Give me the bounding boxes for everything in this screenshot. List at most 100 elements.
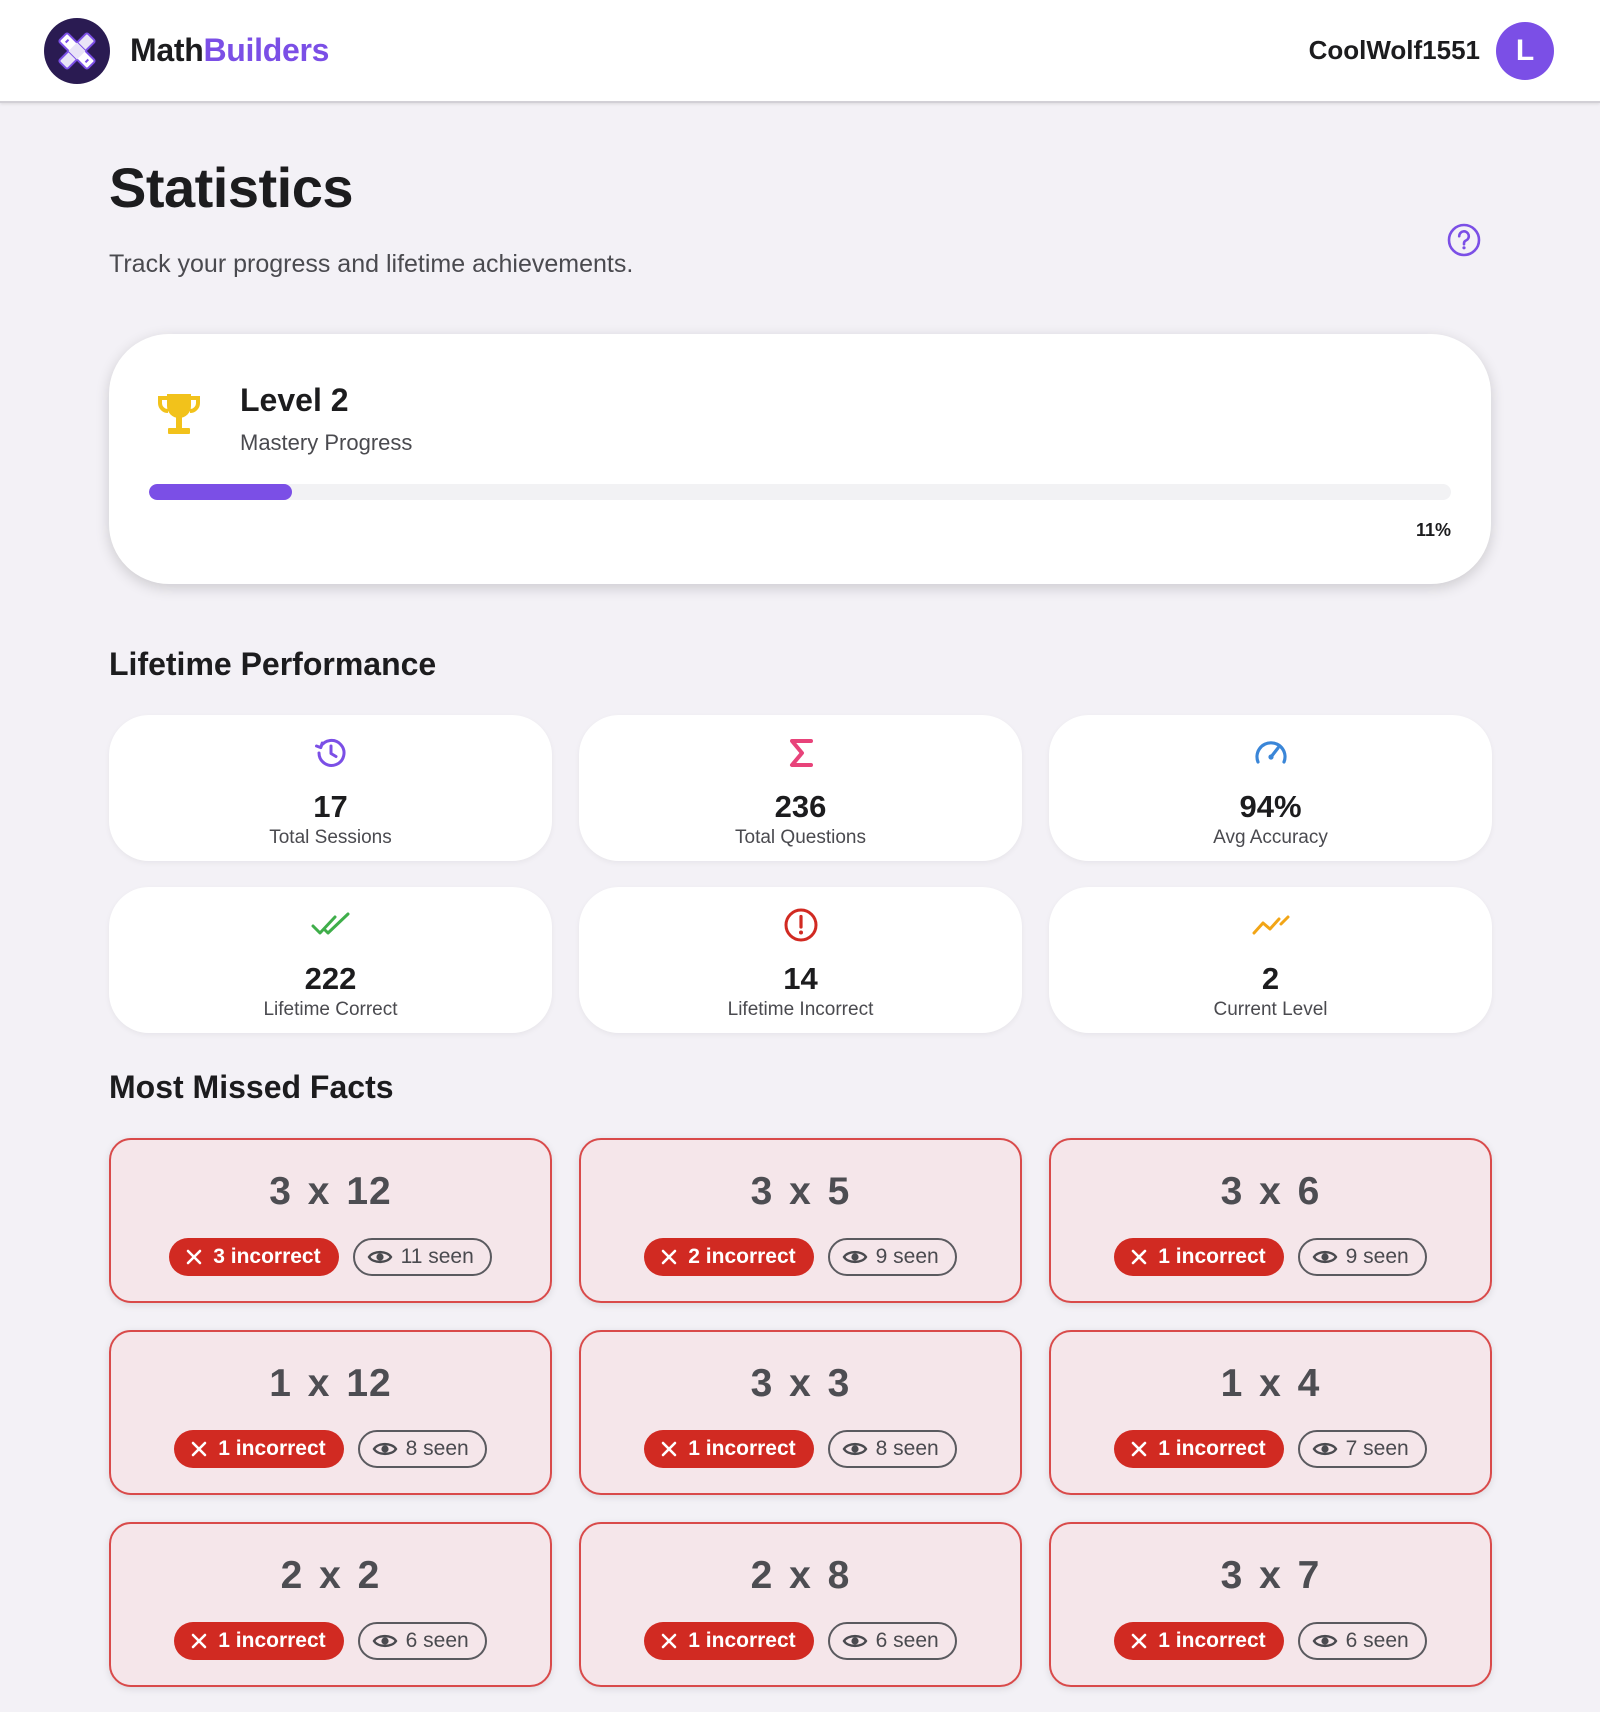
seen-badge: 6 seen [1297,1622,1427,1660]
mastery-progress-bar [149,484,1451,500]
most-missed-facts-title: Most Missed Facts [109,1069,394,1105]
close-icon [1131,1633,1147,1649]
fact-expression: 2 x 2 [280,1554,381,1597]
incorrect-count: 1 incorrect [688,1437,796,1460]
help-button[interactable] [1445,221,1483,259]
stat-card-avg-accuracy: 94% Avg Accuracy [1049,715,1492,861]
fact-expression: 3 x 7 [1220,1554,1321,1597]
stat-card-lifetime-incorrect: 14 Lifetime Incorrect [579,887,1022,1033]
stat-label: Lifetime Incorrect [727,999,874,1020]
double-check-icon [310,907,352,943]
close-icon [1131,1441,1147,1457]
fact-badges: 1 incorrect 6 seen [1114,1622,1427,1660]
stat-label: Lifetime Correct [263,999,398,1020]
stat-value: 14 [783,961,818,996]
eye-icon [367,1250,393,1264]
lifetime-stats-grid: 17 Total Sessions 236 Total Questions [109,715,1492,1033]
fact-expression: 3 x 6 [1220,1170,1321,1213]
incorrect-count: 1 incorrect [1158,1245,1266,1268]
mastery-progress-label: 11% [1415,520,1451,540]
eye-icon [842,1442,868,1456]
incorrect-count: 1 incorrect [218,1437,326,1460]
close-icon [661,1249,677,1265]
missed-fact-card: 1 x 12 1 incorrect 8 seen [109,1330,552,1495]
missed-fact-card: 3 x 7 1 incorrect 6 seen [1049,1522,1492,1687]
eye-icon [1312,1250,1338,1264]
lifetime-performance-title: Lifetime Performance [109,646,437,682]
stat-card-current-level: 2 Current Level [1049,887,1492,1033]
fact-badges: 1 incorrect 7 seen [1114,1430,1427,1468]
incorrect-badge: 1 incorrect [1114,1238,1284,1276]
incorrect-count: 1 incorrect [1158,1437,1266,1460]
incorrect-badge: 1 incorrect [174,1622,344,1660]
eye-icon [1312,1442,1338,1456]
eye-icon [372,1634,398,1648]
incorrect-count: 2 incorrect [688,1245,796,1268]
stat-card-total-questions: 236 Total Questions [579,715,1022,861]
missed-fact-card: 2 x 2 1 incorrect 6 seen [109,1522,552,1687]
trending-up-icon [1251,907,1291,943]
brand[interactable]: MathBuilders [44,17,329,84]
seen-count: 7 seen [1345,1437,1409,1460]
user-menu[interactable]: CoolWolf1551 L [1309,21,1554,80]
page-title: Statistics [109,156,354,219]
level-card: Level 2 Mastery Progress 11% [109,334,1491,584]
incorrect-count: 1 incorrect [1158,1629,1266,1652]
stat-value: 17 [313,789,348,824]
seen-count: 11 seen [400,1245,474,1268]
level-title: Level 2 [240,382,349,418]
incorrect-badge: 1 incorrect [174,1430,344,1468]
eye-icon [1312,1634,1338,1648]
fact-expression: 2 x 8 [750,1554,851,1597]
missed-fact-card: 3 x 5 2 incorrect 9 seen [579,1138,1022,1303]
alert-circle-icon [783,907,819,943]
app-header: MathBuilders CoolWolf1551 L [0,0,1600,103]
seen-count: 8 seen [875,1437,939,1460]
trophy-icon [153,388,205,445]
seen-badge: 7 seen [1297,1430,1427,1468]
mastery-progress-fill [149,484,293,500]
stat-label: Current Level [1213,999,1328,1020]
eye-icon [372,1442,398,1456]
seen-count: 9 seen [875,1245,939,1268]
seen-count: 6 seen [875,1629,939,1652]
close-icon [661,1441,677,1457]
seen-badge: 6 seen [827,1622,957,1660]
stat-value: 222 [304,961,357,996]
incorrect-badge: 3 incorrect [169,1238,339,1276]
seen-badge: 9 seen [1297,1238,1427,1276]
stat-card-total-sessions: 17 Total Sessions [109,715,552,861]
missed-fact-card: 3 x 3 1 incorrect 8 seen [579,1330,1022,1495]
close-icon [191,1441,207,1457]
seen-badge: 6 seen [357,1622,487,1660]
close-icon [191,1633,207,1649]
incorrect-count: 1 incorrect [218,1629,326,1652]
incorrect-badge: 1 incorrect [644,1430,814,1468]
missed-fact-card: 1 x 4 1 incorrect 7 seen [1049,1330,1492,1495]
brand-name: MathBuilders [130,32,329,69]
fact-badges: 1 incorrect 8 seen [174,1430,487,1468]
incorrect-count: 3 incorrect [213,1245,321,1268]
seen-badge: 8 seen [357,1430,487,1468]
incorrect-badge: 2 incorrect [644,1238,814,1276]
seen-count: 6 seen [405,1629,469,1652]
fact-expression: 3 x 12 [269,1170,392,1213]
level-subtitle: Mastery Progress [240,430,413,455]
fact-badges: 1 incorrect 9 seen [1114,1238,1427,1276]
fact-badges: 3 incorrect 11 seen [169,1238,492,1276]
missed-fact-card: 3 x 6 1 incorrect 9 seen [1049,1138,1492,1303]
avatar[interactable]: L [1496,21,1554,80]
speedometer-icon [1252,735,1290,771]
close-icon [186,1249,202,1265]
stat-value: 236 [774,789,827,824]
stat-label: Total Questions [735,827,866,848]
seen-count: 6 seen [1345,1629,1409,1652]
fact-expression: 3 x 3 [750,1362,851,1405]
fact-expression: 1 x 4 [1220,1362,1321,1405]
seen-badge: 9 seen [827,1238,957,1276]
brand-name-math: Math [130,32,204,68]
eye-icon [842,1250,868,1264]
fact-expression: 3 x 5 [750,1170,851,1213]
eye-icon [842,1634,868,1648]
close-icon [661,1633,677,1649]
